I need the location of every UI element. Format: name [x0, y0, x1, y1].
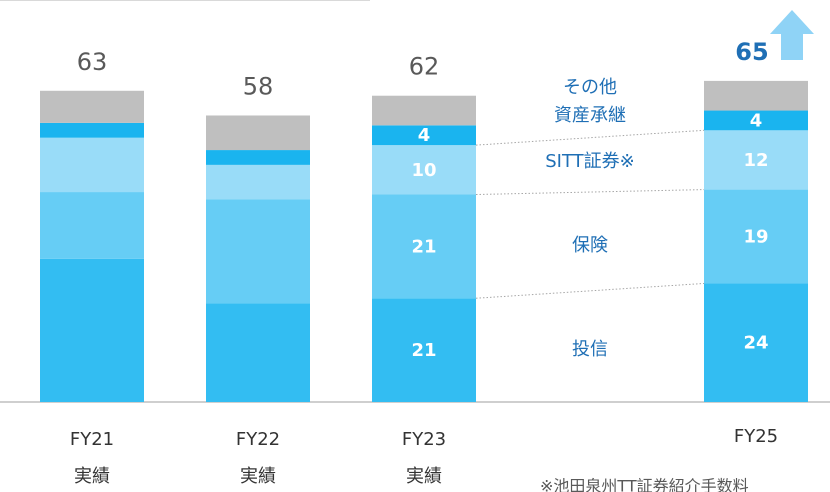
x-tick-label: FY22	[236, 429, 280, 450]
increase-arrow	[770, 10, 814, 60]
bar-segment	[372, 95, 476, 126]
bar-segment	[40, 137, 144, 193]
value-label: 21	[411, 236, 436, 257]
bar-segment	[206, 115, 310, 151]
value-label: 4	[750, 110, 763, 131]
x-tick-label: FY21	[70, 429, 114, 450]
value-label: 24	[743, 333, 768, 354]
bar-segment	[372, 125, 476, 146]
connector	[475, 129, 705, 146]
bar-segment	[206, 199, 310, 304]
bar-segment	[704, 110, 808, 131]
legend-label: 投信	[572, 339, 608, 360]
bar-segment	[40, 122, 144, 138]
bar-segment	[206, 164, 310, 200]
x-tick-label: FY23	[402, 429, 446, 450]
bar-segment	[206, 303, 310, 402]
legend-label: その他	[563, 77, 617, 98]
x-tick-sublabel: 実績	[240, 466, 276, 487]
total-label: 63	[77, 48, 108, 76]
value-label: 10	[411, 160, 436, 181]
bar-segment	[704, 189, 808, 284]
bar-segment	[704, 80, 808, 111]
x-tick-sublabel: 実績	[74, 466, 110, 487]
bar-segment	[206, 150, 310, 165]
value-label: 12	[743, 150, 768, 171]
connector	[475, 189, 705, 196]
bar-segment	[40, 90, 144, 123]
value-label: 21	[411, 340, 436, 361]
value-label: 19	[743, 227, 768, 248]
legend-label: SITT証券※	[545, 151, 635, 172]
bar-segment	[372, 194, 476, 299]
bar-segment	[40, 192, 144, 259]
total-label: 58	[243, 72, 274, 100]
total-label: 62	[409, 53, 440, 81]
x-tick-label: FY25	[734, 426, 778, 447]
legend-label: 保険	[572, 235, 608, 256]
value-label: 4	[418, 125, 431, 146]
bar-segment	[372, 298, 476, 402]
legend-label: 資産承継	[554, 105, 626, 126]
footnote: ※池田泉州TT証券紹介手数料	[540, 477, 749, 492]
connector	[475, 282, 705, 299]
bar-segment	[372, 145, 476, 195]
bar-segment	[704, 130, 808, 190]
bar-segment	[704, 283, 808, 402]
total-label: 65	[735, 38, 768, 66]
bar-segment	[40, 258, 144, 402]
x-tick-sublabel: 実績	[406, 466, 442, 487]
